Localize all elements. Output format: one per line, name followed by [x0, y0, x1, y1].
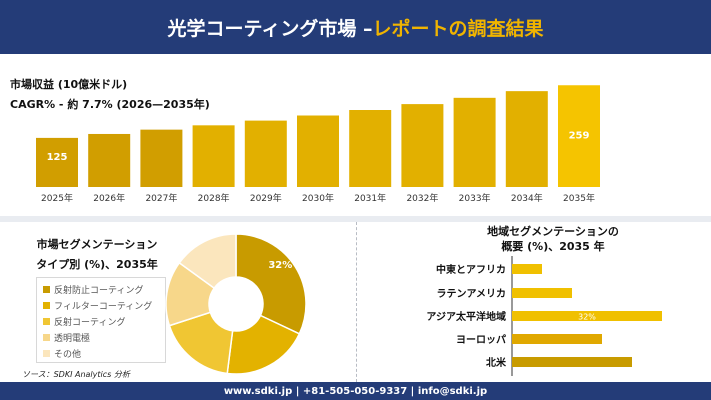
segment-title-line2: タイプ別 (%)、2035年: [36, 258, 158, 271]
x-tick-label: 2032年: [406, 192, 438, 204]
legend-label: 透明電極: [54, 333, 91, 344]
header-title: 光学コーティング市場 –: [167, 17, 373, 40]
legend-item: フィルターコーティング: [43, 297, 159, 313]
revenue-bar: [297, 115, 339, 187]
legend-label: 反射防止コーティング: [54, 285, 144, 296]
legend-swatch: [43, 317, 50, 325]
region-label: ラテンアメリカ: [437, 288, 507, 300]
footer-contact: www.sdki.jp | +81-505-050-9337 | info@sd…: [0, 382, 711, 400]
revenue-bar: [505, 91, 548, 187]
legend-item: 反射コーティング: [43, 313, 159, 329]
region-label: 中東とアフリカ: [436, 263, 506, 276]
revenue-bar-chart: 2025年 125 2026年 2027年 2028年 2029年 2030年 2031年 20…: [36, 85, 600, 204]
panel-divider: [356, 222, 357, 382]
region-bar: [512, 288, 572, 298]
legend-item: 透明電極: [43, 329, 159, 345]
region-bar: [512, 264, 542, 274]
x-tick-label: 2030年: [302, 192, 334, 204]
header-title-accent: レポートの調査結果: [372, 17, 544, 40]
revenue-bar: [453, 97, 496, 187]
region-bar: [512, 334, 602, 344]
x-tick-label: 2029年: [250, 192, 282, 204]
region-title: 地域セグメンテーションの 概要 (%)、2035 年: [468, 224, 638, 254]
cagr-label: CAGR% - 約 7.7% (2026—2035年): [10, 98, 210, 111]
region-data-label: 32%: [578, 313, 596, 322]
legend-label: 反射コーティング: [54, 317, 126, 328]
legend-label: フィルターコーティング: [54, 301, 153, 312]
revenue-bar: [349, 110, 392, 187]
legend-swatch: [43, 301, 50, 309]
revenue-bar: [88, 133, 131, 187]
data-label: 259: [569, 130, 590, 141]
legend-label: その他: [54, 349, 82, 360]
x-tick-label: 2026年: [93, 192, 125, 204]
type-donut-chart: 32%: [165, 233, 307, 375]
x-tick-label: 2034年: [511, 192, 543, 204]
region-title-line1: 地域セグメンテーションの: [487, 225, 619, 238]
revenue-bar: [244, 120, 287, 187]
x-tick-label: 2033年: [459, 192, 491, 204]
report-header: 光学コーティング市場 – レポートの調査結果: [0, 0, 711, 54]
legend-swatch: [43, 349, 50, 357]
region-label: 北米: [486, 356, 507, 369]
x-tick-label: 2035年: [563, 192, 595, 204]
section-divider: [0, 216, 711, 222]
revenue-bar: [558, 85, 600, 187]
donut-slice: [178, 233, 237, 290]
data-label: 125: [47, 152, 68, 163]
revenue-bar: [401, 104, 444, 187]
revenue-panel: 市場収益 (10億米ドル) CAGR% - 約 7.7% (2026—2035年…: [0, 60, 711, 214]
source-note: ソース：SDKI Analytics 分析: [22, 370, 130, 379]
region-bar: [512, 357, 632, 367]
donut-slice: [235, 233, 307, 335]
x-tick-label: 2031年: [354, 192, 386, 204]
x-tick-label: 2027年: [145, 192, 177, 204]
revenue-label: 市場収益 (10億米ドル): [10, 78, 128, 91]
revenue-bar: [36, 137, 78, 187]
x-tick-label: 2028年: [198, 192, 230, 204]
region-label: ヨーロッパ: [456, 334, 506, 346]
legend-item: 反射防止コーティング: [43, 281, 159, 297]
x-tick-label: 2025年: [41, 192, 73, 204]
region-bar: [512, 311, 662, 321]
donut-slice: [226, 314, 301, 375]
revenue-bar: [140, 129, 183, 187]
legend-swatch: [43, 285, 50, 293]
donut-data-label: 32%: [268, 260, 292, 271]
region-label: アジア太平洋地域: [426, 310, 506, 323]
revenue-bar: [192, 125, 235, 187]
legend-swatch: [43, 333, 50, 341]
region-title-line2: 概要 (%)、2035 年: [501, 240, 605, 253]
legend-item: その他: [43, 345, 159, 361]
segment-title-line1: 市場セグメンテーション: [36, 238, 158, 251]
segment-legend: 反射防止コーティング フィルターコーティング 反射コーティング 透明電極 その他: [36, 277, 166, 363]
